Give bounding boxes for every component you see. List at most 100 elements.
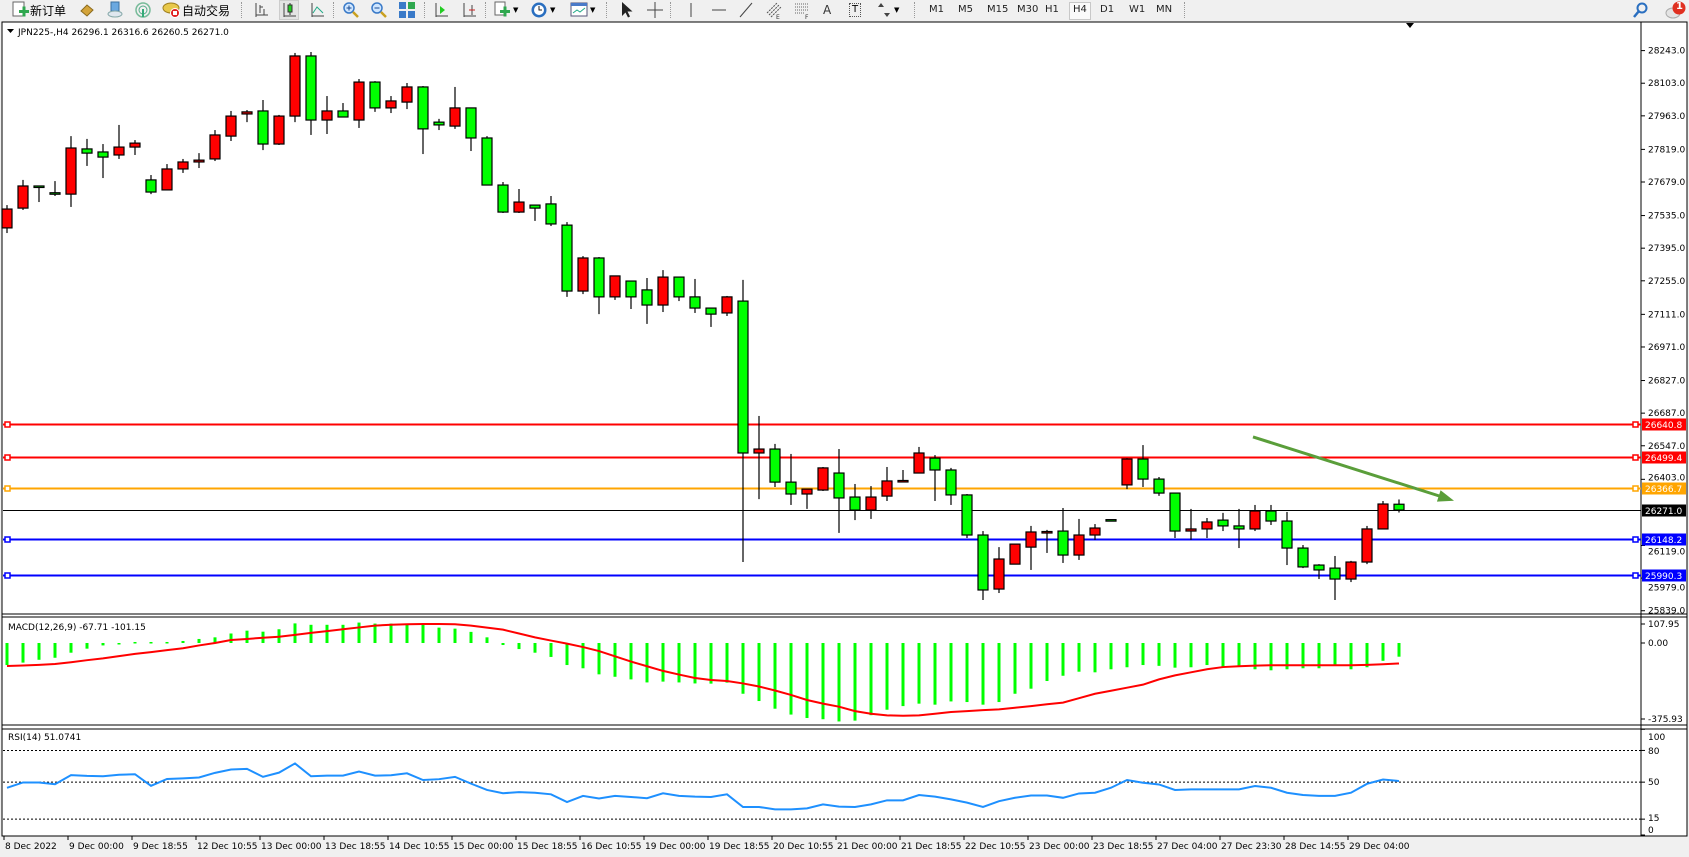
- timeframe-h4[interactable]: H4: [1069, 2, 1091, 20]
- candle[interactable]: [1121, 458, 1133, 490]
- candle[interactable]: [785, 453, 797, 505]
- candle[interactable]: [17, 179, 29, 210]
- candle[interactable]: [801, 488, 813, 509]
- candle[interactable]: [401, 82, 413, 110]
- macd-panel[interactable]: 107.95 0.00 -375.93: [5, 620, 1683, 725]
- candle[interactable]: [913, 446, 925, 474]
- candle[interactable]: [209, 130, 221, 162]
- candle[interactable]: [1057, 507, 1069, 563]
- candle[interactable]: [513, 189, 525, 214]
- candle[interactable]: [97, 144, 109, 179]
- timeframe-m1[interactable]: M1: [929, 4, 944, 15]
- market-watch-button[interactable]: [78, 1, 96, 19]
- chart-shift-button[interactable]: [460, 1, 478, 19]
- candle[interactable]: [593, 257, 605, 315]
- candle[interactable]: [609, 275, 621, 300]
- candle[interactable]: [1041, 529, 1053, 553]
- candle[interactable]: [1313, 564, 1325, 580]
- candle[interactable]: [1217, 512, 1229, 532]
- candle[interactable]: [81, 138, 93, 166]
- candle[interactable]: [1169, 492, 1181, 539]
- candle[interactable]: [465, 107, 477, 152]
- fibonacci-button[interactable]: F: [793, 1, 811, 19]
- candle[interactable]: [321, 96, 333, 135]
- candle[interactable]: [817, 466, 829, 491]
- candle[interactable]: [337, 103, 349, 118]
- candle[interactable]: [1361, 525, 1373, 565]
- candle[interactable]: [1, 205, 13, 234]
- chart-window[interactable]: 28243.0 28103.0 27963.0 27819.0 27679.0 27535…: [0, 21, 1689, 857]
- candle[interactable]: [721, 295, 733, 316]
- templates-button[interactable]: ▼: [570, 1, 595, 19]
- candle[interactable]: [273, 114, 285, 145]
- candle[interactable]: [1153, 476, 1165, 496]
- text-label-button[interactable]: T: [849, 1, 862, 19]
- horizontal-line-handle[interactable]: [1632, 485, 1639, 492]
- price-panel[interactable]: 28243.0 28103.0 27963.0 27819.0 27679.0 27535…: [1, 22, 1687, 836]
- text-tool-button[interactable]: A: [823, 1, 831, 19]
- candle[interactable]: [385, 96, 397, 114]
- candle[interactable]: [129, 140, 141, 155]
- candle[interactable]: [113, 124, 125, 159]
- horizontal-line-handle[interactable]: [1632, 572, 1639, 579]
- candle[interactable]: [993, 547, 1005, 594]
- horizontal-line-handle[interactable]: [4, 421, 11, 428]
- candle[interactable]: [417, 86, 429, 155]
- candle[interactable]: [193, 153, 205, 169]
- candle[interactable]: [977, 531, 989, 601]
- candle[interactable]: [257, 99, 269, 151]
- candle[interactable]: [33, 185, 45, 203]
- cursor-button[interactable]: [617, 1, 635, 19]
- new-order-button[interactable]: 新订单: [10, 1, 66, 19]
- candle[interactable]: [833, 449, 845, 533]
- timeframe-m15[interactable]: M15: [987, 4, 1009, 15]
- tile-windows-button[interactable]: [398, 1, 416, 19]
- arrows-button[interactable]: ▼: [876, 1, 899, 19]
- horizontal-line-handle[interactable]: [1632, 421, 1639, 428]
- candle[interactable]: [1233, 508, 1245, 549]
- candle[interactable]: [433, 118, 445, 131]
- candle[interactable]: [657, 270, 669, 313]
- candle[interactable]: [1185, 508, 1197, 540]
- candle[interactable]: [1297, 545, 1309, 569]
- candle[interactable]: [1377, 500, 1389, 530]
- candle[interactable]: [305, 51, 317, 135]
- line-chart-button[interactable]: [308, 1, 326, 19]
- candle[interactable]: [929, 455, 941, 501]
- trend-arrow[interactable]: [1252, 435, 1449, 501]
- search-button[interactable]: [1632, 1, 1650, 19]
- candle[interactable]: [289, 52, 301, 123]
- candle[interactable]: [769, 443, 781, 488]
- horizontal-line-handle[interactable]: [4, 485, 11, 492]
- candle[interactable]: [369, 81, 381, 112]
- candle[interactable]: [865, 486, 877, 519]
- horizontal-line-button[interactable]: [710, 1, 728, 19]
- candle[interactable]: [673, 276, 685, 302]
- candle[interactable]: [625, 280, 637, 309]
- candle[interactable]: [65, 136, 77, 207]
- auto-scroll-button[interactable]: [432, 1, 450, 19]
- notifications-button[interactable]: 1: [1664, 1, 1686, 19]
- candle[interactable]: [1329, 555, 1341, 601]
- indicators-button[interactable]: ▼: [493, 1, 518, 19]
- timeframe-m30[interactable]: M30: [1017, 4, 1039, 15]
- candle[interactable]: [945, 467, 957, 505]
- candle[interactable]: [961, 493, 973, 539]
- horizontal-line-handle[interactable]: [1632, 536, 1639, 543]
- data-window-button[interactable]: [106, 1, 124, 19]
- candle[interactable]: [481, 136, 493, 186]
- time-axis[interactable]: 8 Dec 2022 9 Dec 00:00 9 Dec 18:55 12 Dec 1…: [3, 836, 1410, 852]
- candle[interactable]: [1265, 504, 1277, 525]
- candle[interactable]: [145, 175, 157, 195]
- candle[interactable]: [1025, 525, 1037, 570]
- horizontal-line-handle[interactable]: [4, 572, 11, 579]
- caret-down-icon[interactable]: [7, 29, 14, 33]
- candle[interactable]: [1073, 518, 1085, 560]
- zoom-in-button[interactable]: [342, 1, 360, 19]
- vertical-line-button[interactable]: [682, 1, 700, 19]
- candle[interactable]: [49, 181, 61, 196]
- candle[interactable]: [449, 86, 461, 129]
- candle[interactable]: [353, 79, 365, 128]
- candle[interactable]: [1249, 504, 1261, 532]
- chart-shift-marker-icon[interactable]: [1406, 23, 1414, 28]
